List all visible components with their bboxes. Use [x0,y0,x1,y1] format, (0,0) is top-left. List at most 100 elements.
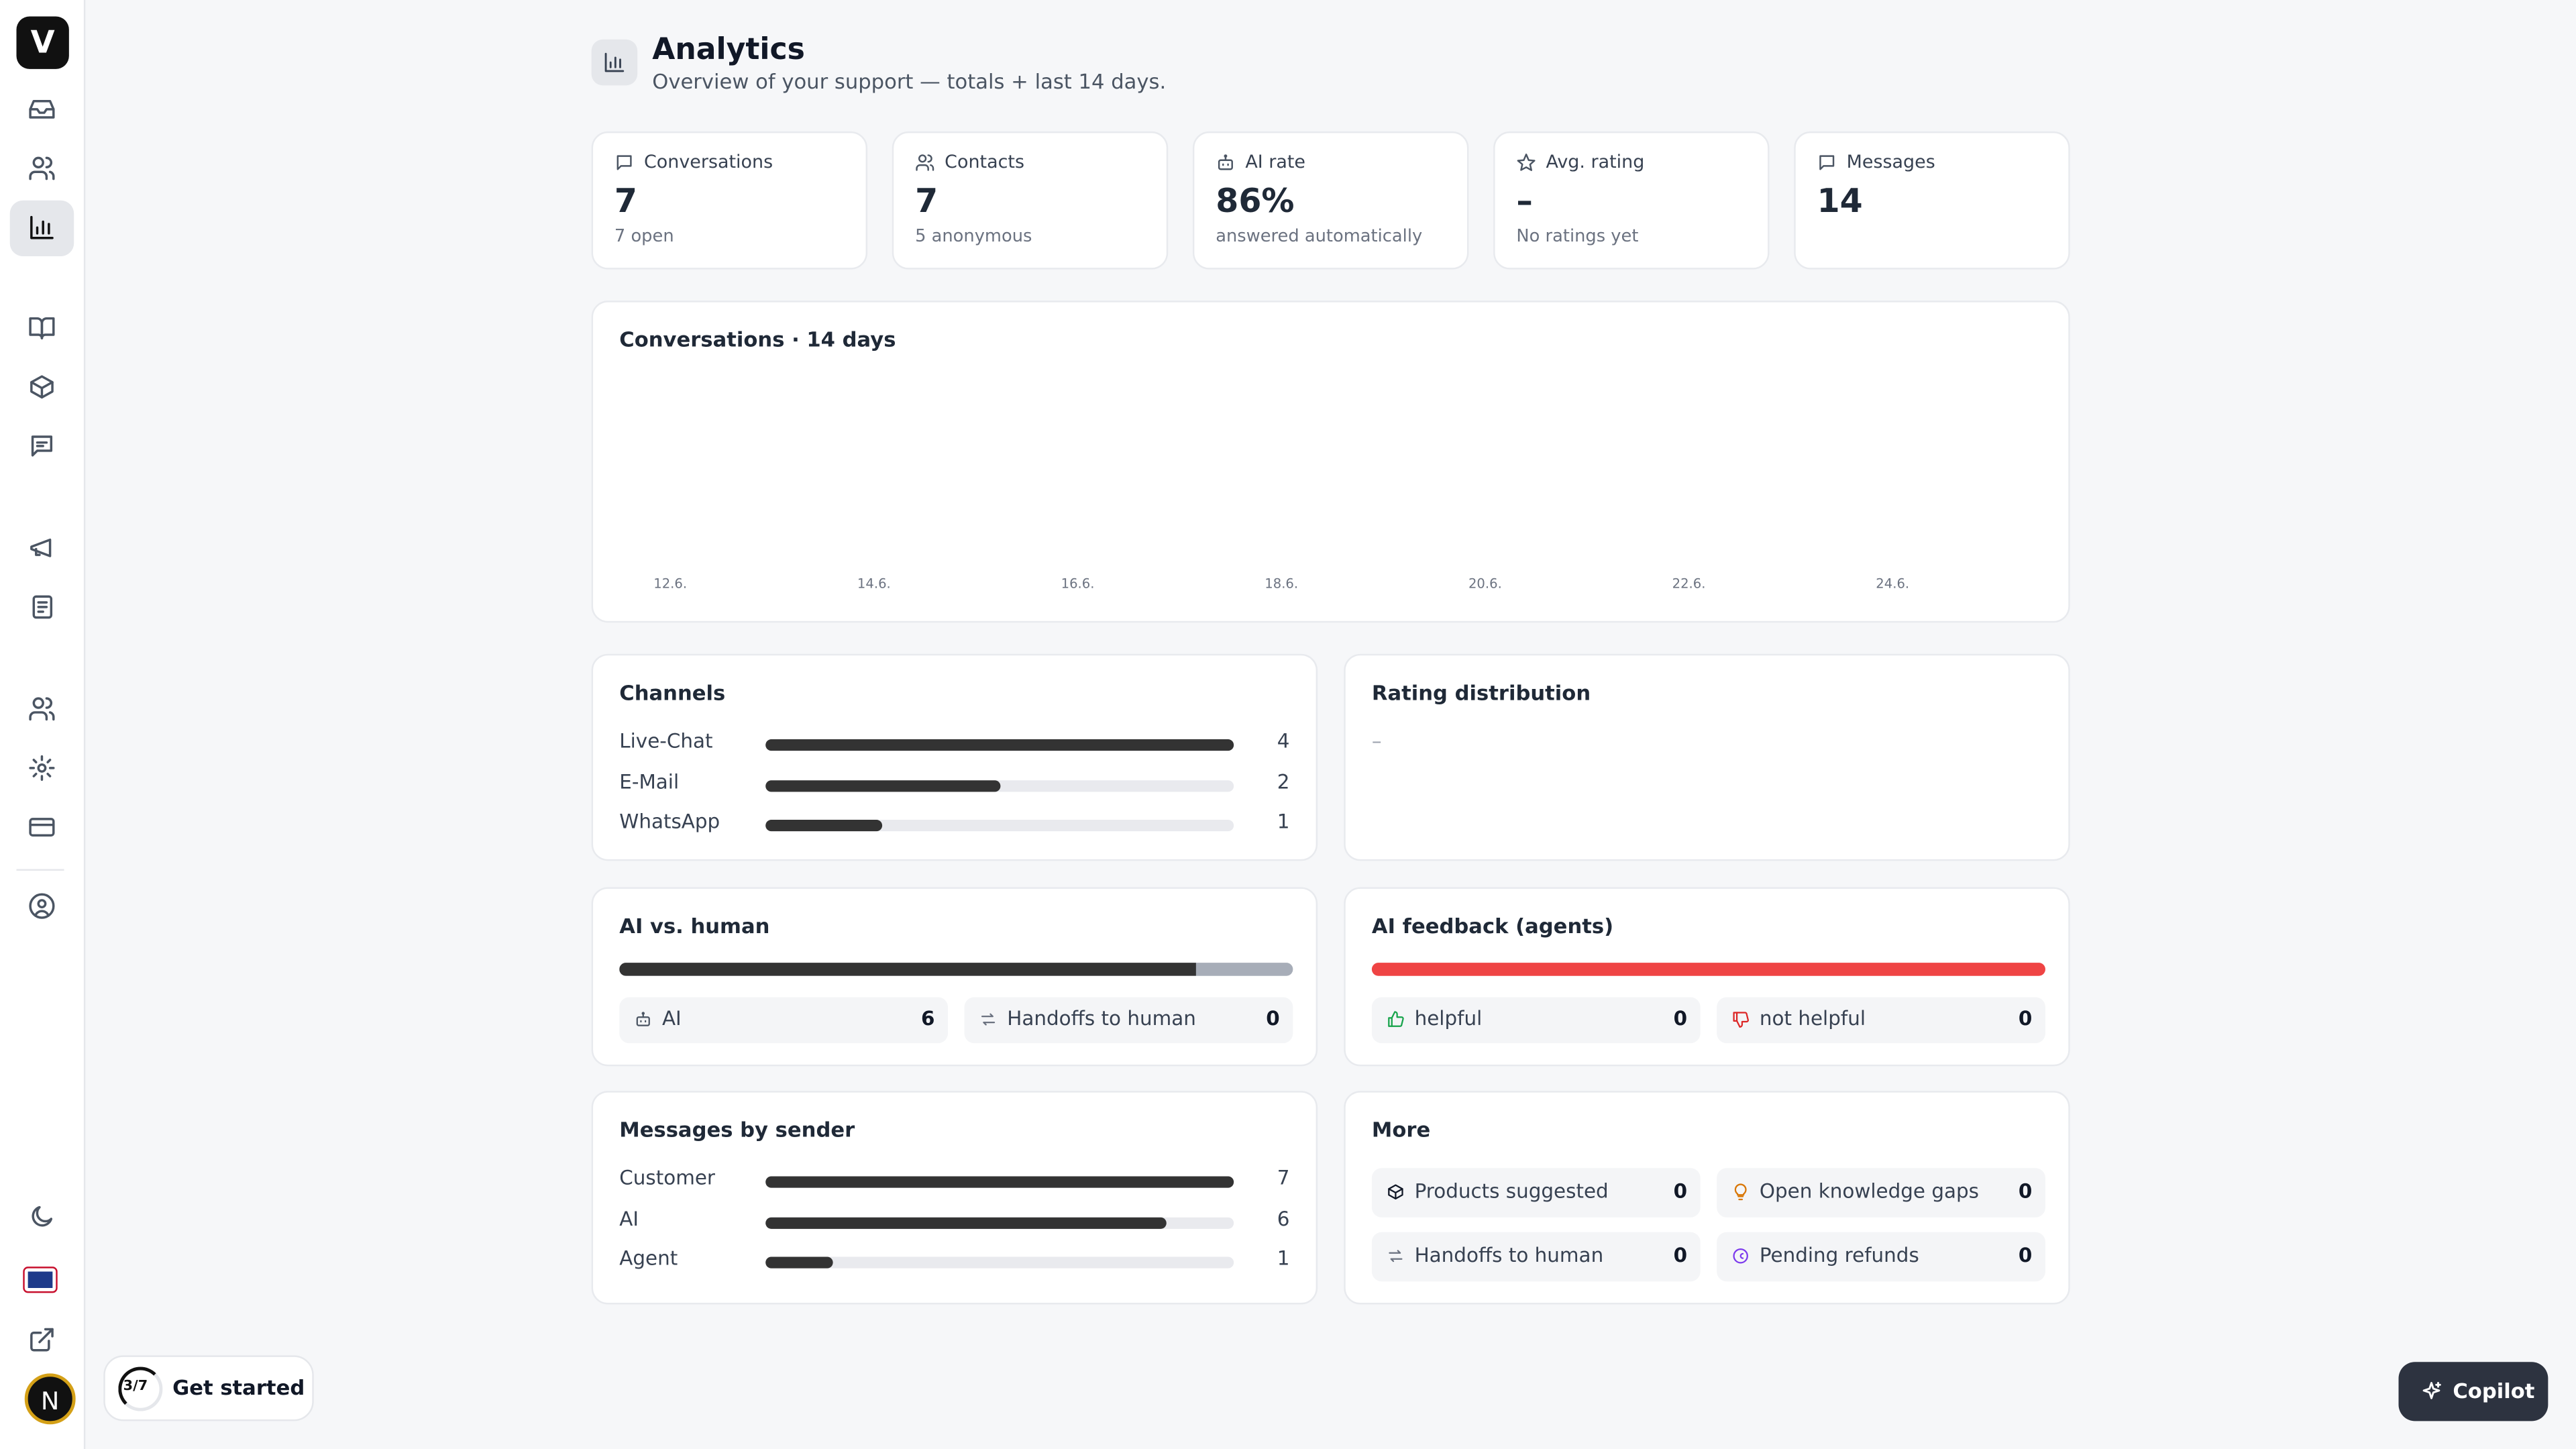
stat-label: Contacts [945,151,1025,173]
stat-tile: AI 6 [619,997,949,1044]
stat-card: Messages 14 [1794,131,2070,270]
row-label: Customer [619,1166,716,1190]
header-icon [604,52,625,72]
get-started-label: Get started [172,1375,305,1400]
stat-card: Contacts 7 5 anonymous [892,131,1169,270]
nav-active [9,200,74,257]
bar-track [765,1256,1234,1269]
nav-icon [30,375,54,399]
nav-separator [16,869,64,871]
bar [765,1256,833,1269]
row-value: 4 [1277,729,1290,753]
tile-icon [636,1012,650,1026]
tile-value: 0 [1266,1007,1280,1030]
card-title: More [1371,1117,1431,1142]
bar-track [765,780,1234,792]
stat-tile: helpful 0 [1371,997,1701,1044]
tile-icon [1733,1012,1750,1028]
empty-state: – [1371,729,1382,753]
stat-note: answered automatically [1216,226,1423,247]
nav-icon [29,156,55,180]
ai-feedback-card: AI feedback (agents) helpful 0 not helpful 0 [1344,887,2070,1067]
avatar[interactable]: N [24,1373,76,1425]
stat-tile: Pending refunds 0 [1717,1232,2045,1282]
logo[interactable]: V [16,16,69,69]
stat-value: 7 [614,180,638,221]
tile-label: helpful [1414,1007,1483,1030]
header-icon-box [591,39,638,86]
stat-note: 7 open [614,226,674,247]
x-tick-label: 20.6. [1468,576,1502,592]
bar-track [765,820,1234,832]
stat-label: Messages [1846,151,1935,173]
stat-tile: Handoffs to human 0 [964,997,1293,1044]
progress-label: 3/7 [123,1378,148,1395]
stat-card: Conversations 7 7 open [591,131,868,270]
card-title: Rating distribution [1371,680,1591,705]
bar [765,780,1000,792]
row-label: E-Mail [619,769,680,793]
tile-label: AI [661,1007,682,1030]
get-started[interactable]: 3/7 Get started [103,1355,314,1421]
stat-tile: Handoffs to human 0 [1371,1232,1701,1282]
stat-card: AI rate 86% answered automatically [1192,131,1469,270]
tile-value: 0 [2018,1179,2033,1203]
chart-card: Conversations · 14 days 12.6. 14.6. 16.6. 18… [591,301,2070,623]
row-value: 2 [1277,769,1290,793]
x-tick-label: 22.6. [1672,576,1706,592]
nav-icon [29,697,55,721]
copilot-button[interactable]: Copilot [2398,1362,2548,1421]
row-label: AI [619,1206,639,1230]
split-bar [619,963,1293,976]
tile-value: 6 [920,1007,935,1030]
row-label: WhatsApp [619,810,720,833]
nav-icon [29,755,55,781]
tile-label: Pending refunds [1759,1243,1919,1267]
progress-ring [118,1366,163,1411]
more-card: More Products suggested 0 Open knowledge ga… [1344,1091,2070,1305]
row-value: 1 [1277,1246,1290,1271]
stat-icon [1218,154,1233,170]
stat-icon [1517,153,1536,171]
copilot-label: Copilot [2453,1378,2535,1403]
x-tick-label: 12.6. [653,576,688,592]
rating-card: Rating distribution – [1344,653,2070,861]
nav-icon [30,538,52,557]
stat-value: 7 [915,180,938,221]
bar [765,739,1234,751]
tile-value: 0 [2018,1243,2033,1267]
stat-tile: Open knowledge gaps 0 [1717,1168,2045,1218]
tile-icon [1733,1248,1748,1264]
stat-tile: not helpful 0 [1717,997,2045,1044]
stat-label: AI rate [1245,151,1305,173]
tile-value: 0 [1673,1007,1688,1030]
bar-track [765,739,1234,751]
tile-value: 0 [2018,1007,2033,1030]
x-tick-label: 16.6. [1061,576,1095,592]
stat-label: Conversations [644,151,773,173]
stat-value: 14 [1817,180,1863,221]
nav-icon [29,317,55,339]
tile-value: 0 [1673,1243,1688,1267]
bar-track [765,1176,1234,1188]
tile-label: Handoffs to human [1007,1007,1196,1030]
bar [765,1176,1234,1188]
card-title: Messages by sender [619,1117,855,1142]
stat-value: – [1516,180,1533,221]
page-title: Analytics [652,32,805,68]
tile-label: Products suggested [1414,1179,1609,1203]
tile-icon [1388,1184,1403,1199]
x-tick-label: 14.6. [857,576,891,592]
bar [765,820,883,832]
x-tick-label: 24.6. [1876,576,1910,592]
tile-label: Open knowledge gaps [1759,1179,1979,1203]
nav-icon [29,818,55,837]
stat-icon [916,154,934,171]
tile-icon [1734,1183,1747,1201]
feedback-bar [1371,963,2045,976]
copilot-icon [2422,1382,2441,1399]
sender-card: Messages by sender Customer 7 AI 6 Agent 1 [591,1091,1318,1305]
card-title: AI vs. human [619,913,770,938]
stat-card: Avg. rating – No ratings yet [1493,131,1770,270]
